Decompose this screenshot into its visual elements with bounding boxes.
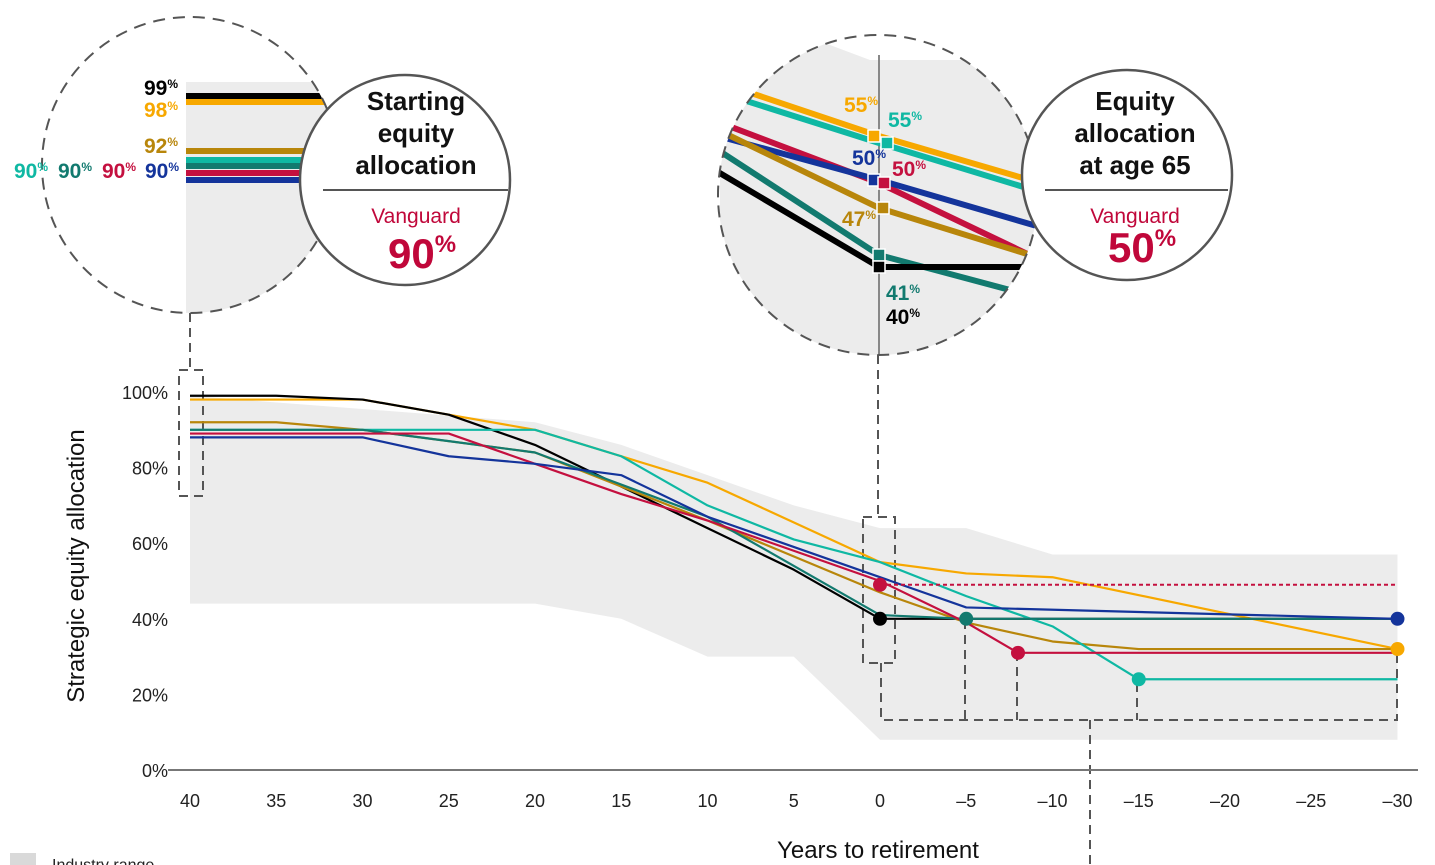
callout-title-line-1: Equity <box>1095 86 1175 116</box>
x-tick-label: –25 <box>1296 791 1326 811</box>
start-allocation-label: 99% <box>144 77 178 100</box>
age65-allocation-label: 55% <box>844 94 878 117</box>
zoom-point-marker <box>880 136 894 150</box>
age65-allocation-label: 40% <box>886 306 920 329</box>
series-end-point <box>959 611 974 626</box>
age65-allocation-label: 50% <box>892 158 926 181</box>
y-tick-label: 20% <box>132 685 168 705</box>
series-end-point <box>1011 645 1025 660</box>
x-tick-label: 10 <box>697 791 717 811</box>
callout-title-line-1: Starting <box>367 86 465 116</box>
series-end-point <box>1390 611 1405 626</box>
age65-allocation-label: 55% <box>888 109 922 132</box>
x-tick-label: 25 <box>439 791 459 811</box>
callout-subtitle: Vanguard <box>371 205 461 228</box>
y-tick-label: 60% <box>132 534 168 554</box>
callout-age65-allocation: Equity allocation at age 65 Vanguard 50% <box>1020 68 1234 282</box>
age65-allocation-label: 50% <box>852 147 886 170</box>
callout-title-line-2: equity <box>378 118 455 148</box>
age65-allocation-label: 41% <box>886 282 920 305</box>
x-tick-label: 15 <box>611 791 631 811</box>
x-tick-label: –15 <box>1124 791 1154 811</box>
start-allocation-label: 92% <box>144 135 178 158</box>
legend-label-industry-range: Industry range <box>52 857 154 865</box>
zoom-point-marker <box>876 201 890 215</box>
x-tick-label: 35 <box>266 791 286 811</box>
zoom-point-marker <box>877 176 891 190</box>
series-line <box>190 394 1398 620</box>
zoom-point-marker <box>867 129 881 143</box>
callout-title-line-3: allocation <box>355 150 476 180</box>
series-end-point <box>1131 672 1146 687</box>
x-tick-label: 40 <box>180 791 200 811</box>
zoom-point-marker <box>872 260 886 274</box>
x-tick-label: 0 <box>875 791 885 811</box>
zoom-circle-age65 <box>717 34 1039 356</box>
series-line <box>190 432 1398 654</box>
callout-title-line-2: allocation <box>1074 118 1195 148</box>
y-tick-label: 0% <box>142 761 168 781</box>
start-allocation-label: 90% <box>58 160 92 183</box>
x-tick-label: –20 <box>1210 791 1240 811</box>
y-tick-label: 100% <box>122 383 168 403</box>
callout-value: 90% <box>388 230 456 277</box>
series-line <box>190 436 1398 620</box>
callout-subtitle: Vanguard <box>1090 205 1180 228</box>
age65-allocation-label: 47% <box>842 208 876 231</box>
callout-title-line-3: at age 65 <box>1079 150 1190 180</box>
y-axis-title: Strategic equity allocation <box>63 429 90 703</box>
start-allocation-label: 90% <box>14 160 48 183</box>
series-end-point <box>873 611 887 626</box>
start-allocation-label: 90% <box>145 160 179 183</box>
zoom-point-marker <box>872 248 886 262</box>
start-allocation-label: 98% <box>144 99 178 122</box>
series-line <box>190 428 1398 681</box>
y-tick-label: 40% <box>132 610 168 630</box>
x-axis-title: Years to retirement <box>777 837 979 864</box>
industry-range-band <box>190 395 1398 740</box>
x-tick-label: –5 <box>956 791 976 811</box>
zoom-connector-lines <box>178 313 1398 865</box>
x-tick-label: –10 <box>1037 791 1067 811</box>
series-line <box>190 421 1398 651</box>
series-line <box>190 428 1398 620</box>
callout-value: 50% <box>1108 224 1176 271</box>
zoom-series-line <box>718 89 1038 195</box>
x-tick-label: 5 <box>789 791 799 811</box>
start-allocation-label: 90% <box>102 160 136 183</box>
callout-starting-allocation: Starting equity allocation Vanguard 90% <box>298 73 512 287</box>
x-tick-label: –30 <box>1382 791 1412 811</box>
series-end-point <box>1390 642 1405 657</box>
legend-swatch-industry-range <box>10 853 36 865</box>
y-tick-label: 80% <box>132 459 168 479</box>
x-tick-label: 20 <box>525 791 545 811</box>
x-tick-label: 30 <box>352 791 372 811</box>
vanguard-marker-point <box>873 577 887 592</box>
